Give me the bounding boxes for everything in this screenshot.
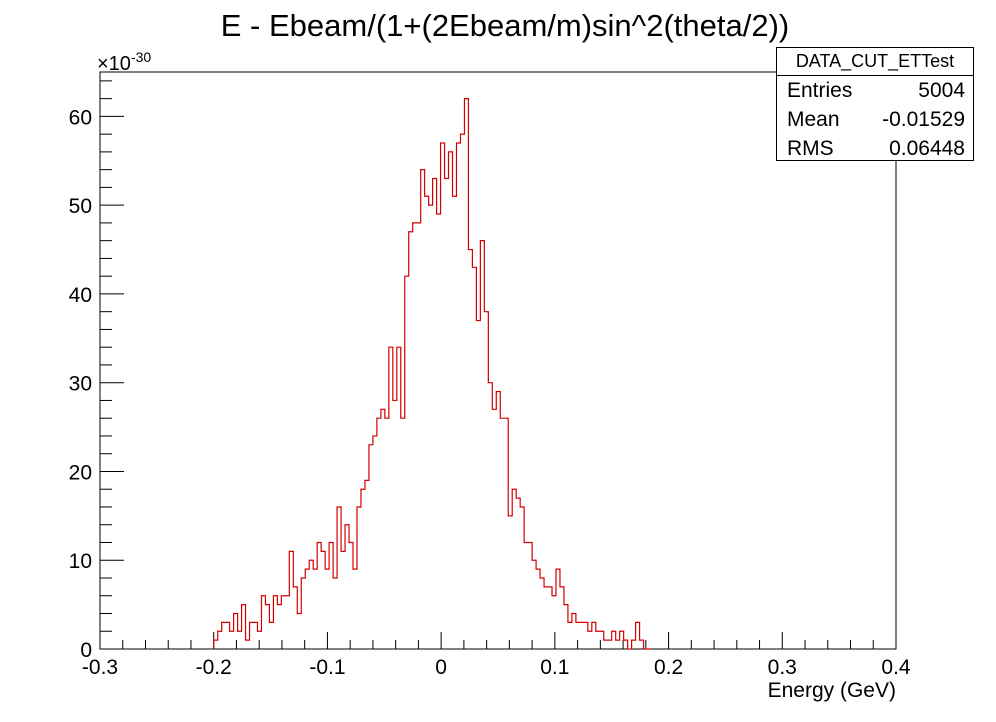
x-tick-label: 0 [435, 656, 447, 679]
histogram-bin [500, 418, 504, 649]
histogram-bin [425, 196, 429, 649]
histogram-bin [401, 418, 405, 649]
histogram-bin [608, 640, 612, 649]
histogram-bin [449, 152, 453, 649]
histogram-bin [297, 613, 301, 649]
histogram-bin [305, 569, 309, 649]
histogram-bin [413, 223, 417, 649]
x-tick-label: -0.2 [196, 656, 232, 679]
stats-mean-value: -0.01529 [882, 108, 965, 131]
histogram-bin [576, 622, 580, 649]
histogram-bin [544, 587, 548, 649]
stats-mean-label: Mean [787, 108, 840, 131]
histogram-bin [580, 622, 584, 649]
histogram-bin [385, 418, 389, 649]
x-axis-ticks: -0.3 -0.2 -0.1 0 0.1 0.2 0.3 0.4 [82, 632, 911, 679]
histogram-bin [496, 392, 500, 649]
histogram-bin [604, 640, 608, 649]
histogram-bin [393, 400, 397, 649]
stats-row-rms: RMS 0.06448 [777, 134, 973, 163]
stats-entries-value: 5004 [918, 79, 965, 102]
stats-row-mean: Mean -0.01529 [777, 105, 973, 134]
y-multiplier-exponent: -30 [131, 49, 151, 65]
y-tick-label: 20 [69, 461, 92, 484]
histogram-bin [588, 631, 592, 649]
y-axis-ticks: 0 10 20 30 40 50 60 [69, 80, 124, 662]
chart-title: E - Ebeam/(1+(2Ebeam/m)sin^2(theta/2)) [221, 8, 789, 43]
histogram-bin [433, 179, 437, 649]
x-tick-label: 0.3 [768, 656, 797, 679]
histogram-bin [309, 560, 313, 649]
histogram-bin [596, 631, 600, 649]
histogram-bin [524, 542, 528, 649]
histogram-bin [409, 232, 413, 649]
y-tick-label: 50 [69, 195, 92, 218]
stats-box: DATA_CUT_ETTest Entries 5004 Mean -0.015… [776, 47, 974, 161]
histogram-bin [437, 214, 441, 649]
x-tick-label: 0.1 [540, 656, 569, 679]
histogram-bin [230, 631, 234, 649]
histogram-bin [445, 179, 449, 649]
histogram-bin [516, 498, 520, 649]
histogram-bin [616, 640, 620, 649]
histogram-bins [214, 99, 644, 649]
stats-rms-value: 0.06448 [889, 137, 965, 160]
histogram-bin [341, 551, 345, 649]
histogram-bin [453, 196, 457, 649]
stats-row-entries: Entries 5004 [777, 76, 973, 105]
histogram-bin [277, 605, 281, 649]
histogram-bin [361, 489, 365, 649]
histogram-bin [365, 480, 369, 649]
histogram-bin [417, 223, 421, 649]
stats-rms-label: RMS [787, 137, 834, 160]
histogram-bin [456, 143, 460, 649]
x-axis-label: Energy (GeV) [768, 679, 896, 702]
stats-box-title: DATA_CUT_ETTest [777, 48, 973, 76]
histogram-bin [333, 578, 337, 649]
histogram-bin [472, 267, 476, 649]
histogram-bin [429, 205, 433, 649]
histogram-bin [373, 436, 377, 649]
histogram-bin [421, 170, 425, 649]
y-tick-label: 60 [69, 106, 92, 129]
histogram-bin [540, 578, 544, 649]
y-axis-multiplier: ×10-30 [97, 49, 151, 75]
histogram-bin [492, 409, 496, 649]
histogram-bin [532, 560, 536, 649]
histogram-bin [552, 596, 556, 649]
x-tick-label: 0.2 [654, 656, 683, 679]
histogram-bin [381, 409, 385, 649]
x-tick-label: -0.1 [309, 656, 345, 679]
histogram-bin [468, 250, 472, 649]
histogram-bin [246, 640, 250, 649]
y-multiplier-base: ×10 [97, 53, 131, 75]
histogram-bin [313, 569, 317, 649]
y-tick-label: 30 [69, 373, 92, 396]
histogram-bin [325, 569, 329, 649]
x-tick-label: 0.4 [881, 656, 911, 679]
histogram-bin [285, 596, 289, 649]
histogram-bin [377, 418, 381, 649]
histogram-bin [269, 622, 273, 649]
histogram-line [213, 98, 652, 650]
histogram-bin [476, 321, 480, 649]
y-tick-label: 10 [69, 550, 92, 573]
histogram-bin [536, 569, 540, 649]
histogram-bin [488, 383, 492, 649]
histogram-bin [441, 143, 445, 649]
histogram-bin [568, 622, 572, 649]
y-tick-label: 0 [80, 639, 92, 662]
histogram-bin [460, 134, 464, 649]
histogram-bin [508, 516, 512, 649]
histogram-bin [257, 631, 261, 649]
histogram-bin [238, 631, 242, 649]
histogram-bin [353, 569, 357, 649]
plot-frame [99, 71, 897, 650]
svg-text:×10-30: ×10-30 [97, 49, 151, 75]
stats-entries-label: Entries [787, 79, 853, 102]
y-tick-label: 40 [69, 284, 92, 307]
x-tick-label: -0.3 [82, 656, 118, 679]
